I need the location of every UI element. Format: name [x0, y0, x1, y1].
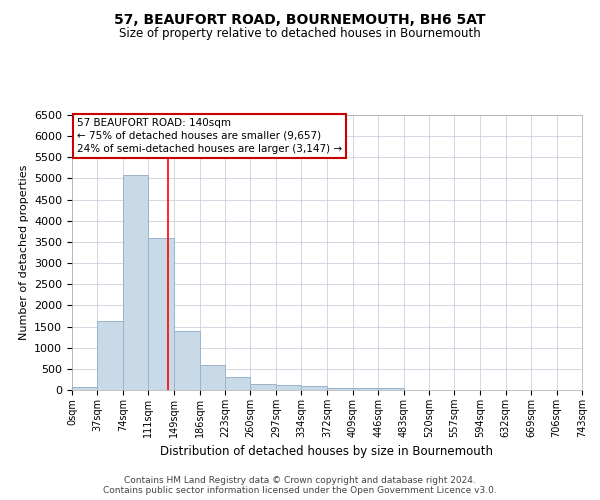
Bar [148, 238, 174, 390]
Bar [250, 384, 276, 390]
Bar [328, 388, 353, 390]
Text: 57, BEAUFORT ROAD, BOURNEMOUTH, BH6 5AT: 57, BEAUFORT ROAD, BOURNEMOUTH, BH6 5AT [114, 12, 486, 26]
Text: Contains public sector information licensed under the Open Government Licence v3: Contains public sector information licen… [103, 486, 497, 495]
Bar [353, 388, 378, 390]
Bar [276, 384, 301, 390]
Bar [72, 387, 97, 390]
Bar [301, 386, 328, 390]
Bar [174, 331, 200, 390]
Text: Contains HM Land Registry data © Crown copyright and database right 2024.: Contains HM Land Registry data © Crown c… [124, 476, 476, 485]
Bar [225, 378, 250, 390]
Text: Size of property relative to detached houses in Bournemouth: Size of property relative to detached ho… [119, 28, 481, 40]
Text: 57 BEAUFORT ROAD: 140sqm
← 75% of detached houses are smaller (9,657)
24% of sem: 57 BEAUFORT ROAD: 140sqm ← 75% of detach… [77, 118, 342, 154]
Bar [200, 364, 225, 390]
Bar [123, 176, 148, 390]
Bar [378, 388, 404, 390]
Y-axis label: Number of detached properties: Number of detached properties [19, 165, 29, 340]
Bar [97, 322, 123, 390]
X-axis label: Distribution of detached houses by size in Bournemouth: Distribution of detached houses by size … [161, 446, 493, 458]
